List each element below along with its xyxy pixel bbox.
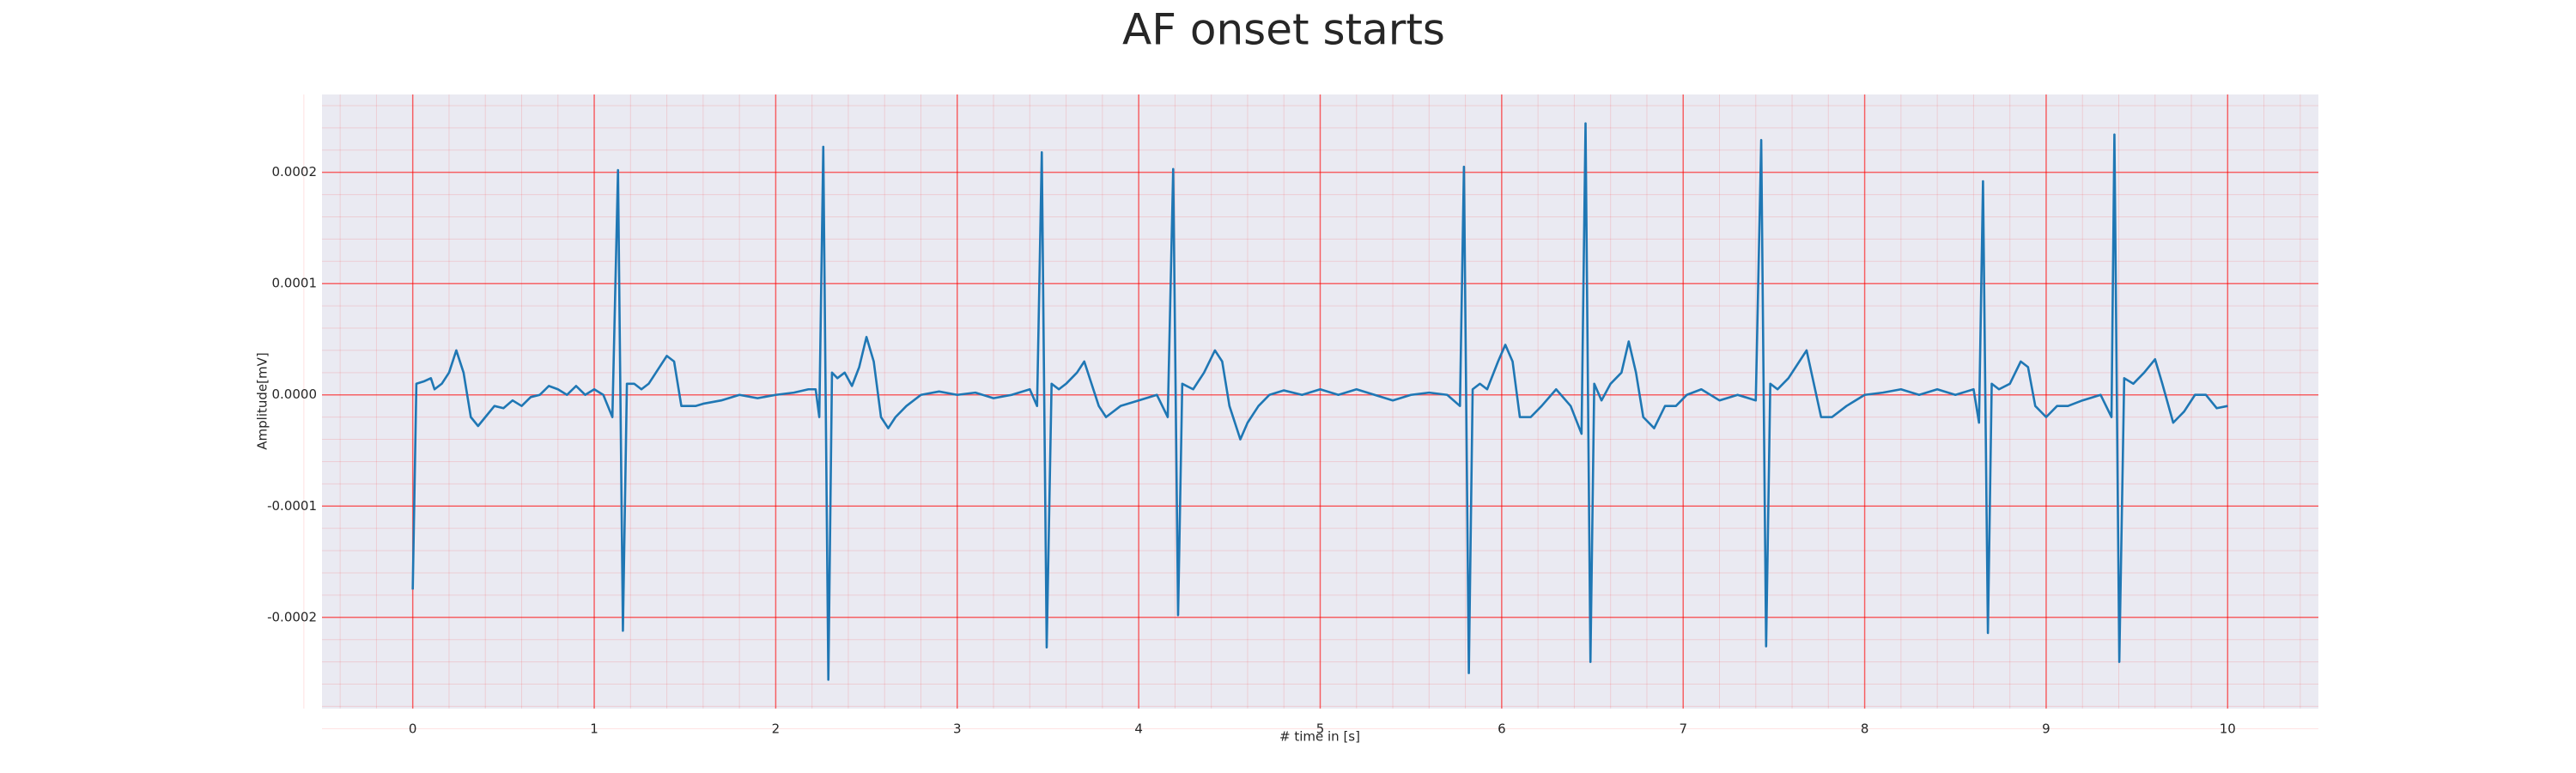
y-tick-label: 0.0000 <box>272 386 318 402</box>
y-tick-label: -0.0002 <box>267 609 317 624</box>
x-tick-label: 5 <box>1316 721 1325 737</box>
marks <box>411 122 2228 681</box>
x-tick-label: 1 <box>590 721 598 737</box>
x-tick-label: 2 <box>772 721 781 737</box>
x-tick-label: 3 <box>953 721 962 737</box>
x-tick-label: 10 <box>2220 721 2236 737</box>
y-tick-label: 0.0001 <box>272 276 318 291</box>
y-axis-label: Amplitude[mV] <box>255 352 270 449</box>
chart-title: AF onset starts <box>1122 5 1445 55</box>
ecg-line <box>411 122 2228 681</box>
x-tick-label: 6 <box>1498 721 1506 737</box>
x-tick-label: 7 <box>1679 721 1687 737</box>
x-tick-label: 0 <box>409 721 417 737</box>
x-axis-label: # time in [s] <box>1279 729 1360 745</box>
x-tick-label: 4 <box>1134 721 1143 737</box>
y-tick-label: 0.0002 <box>272 164 318 180</box>
x-tick-label: 9 <box>2042 721 2050 737</box>
grid <box>303 94 2318 729</box>
x-tick-label: 8 <box>1861 721 1869 737</box>
y-tick-label: -0.0001 <box>267 498 317 514</box>
